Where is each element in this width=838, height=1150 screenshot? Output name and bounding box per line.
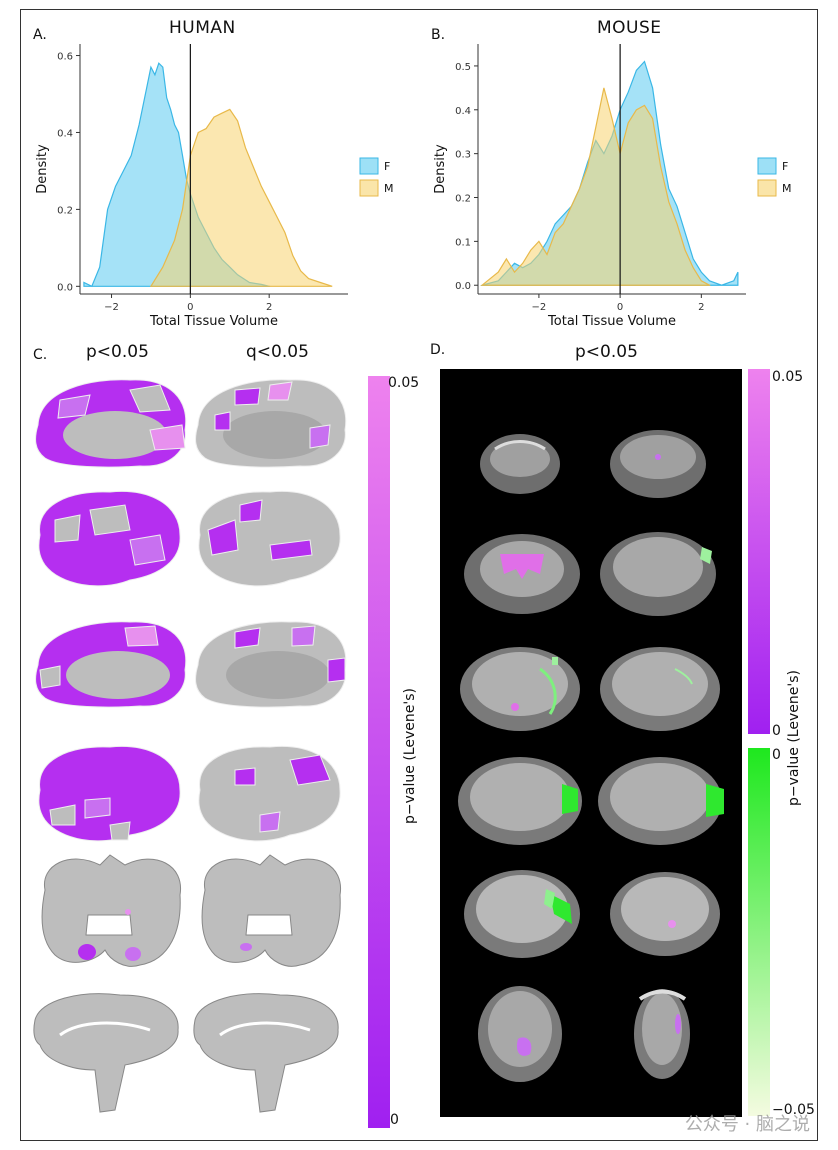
mouse-legend: FM [757, 157, 792, 197]
panel-d-title: p<0.05 [575, 342, 638, 362]
brain-lateral-pval-2 [38, 745, 181, 842]
panel-c-cbar-title: p−value (Levene's) [402, 688, 418, 824]
panel-b-letter: B. [431, 27, 446, 43]
human-ytick-label: 0.0 [57, 282, 73, 293]
brain-lateral-pval-1 [38, 490, 181, 587]
brain-medial-qval-2 [195, 621, 347, 708]
panel-c-cbar-bottom: 0 [390, 1112, 399, 1128]
brain-sagittal-pval [33, 993, 179, 1113]
brain-coronal-pval [41, 854, 181, 967]
human-xtick-label: −2 [104, 302, 119, 313]
mouse-slice-11 [478, 986, 562, 1082]
mouse-slice-6 [600, 647, 720, 731]
mouse-slice-1 [480, 434, 560, 494]
brain-medial-pval-1 [35, 379, 187, 468]
panel-d-colorbar-neg [748, 748, 770, 1116]
human-ytick-label: 0.4 [57, 128, 73, 139]
panel-d-cbar-mid2: 0 [772, 747, 781, 763]
human-legend-key-F [359, 157, 379, 175]
figure-frame [20, 9, 818, 1141]
watermark-text: 公众号 · 脑之说 [684, 1114, 810, 1135]
panel-b-title: MOUSE [597, 18, 662, 38]
mouse-series-M [480, 87, 711, 286]
human-ytick-label: 0.2 [57, 205, 73, 216]
mouse-slice-12 [634, 989, 690, 1079]
mouse-density-chart: 0.0 0.1 0.2 0.3 0.4 0.5 −2 0 2 Total Tissue Volum… [433, 44, 792, 329]
mouse-ytick-label: 0.1 [455, 237, 471, 248]
mouse-ytick-label: 0.4 [455, 106, 471, 117]
mouse-brain-maps [440, 369, 742, 1117]
panel-d-cbar-title: p−value (Levene's) [786, 670, 802, 806]
mouse-slice-4 [600, 532, 716, 616]
human-xlabel: Total Tissue Volume [149, 314, 278, 329]
panel-d-cbar-bottom: −0.05 [772, 1102, 815, 1118]
mouse-legend-label-M: M [782, 182, 792, 195]
brain-medial-qval-1 [195, 379, 347, 468]
brain-coronal-qval [201, 854, 341, 967]
human-legend-key-M [359, 179, 379, 197]
panel-d-cbar-mid: 0 [772, 723, 781, 739]
brain-sagittal-qval [193, 993, 339, 1113]
human-ylabel: Density [35, 144, 50, 194]
mouse-ylabel: Density [433, 144, 448, 194]
human-brain-maps [33, 379, 347, 1113]
human-legend-label-M: M [384, 182, 394, 195]
mouse-legend-key-F [757, 157, 777, 175]
panel-c-letter: C. [33, 347, 48, 363]
human-xtick-label: 0 [187, 302, 193, 313]
mouse-slice-8 [598, 757, 724, 845]
brain-lateral-qval-2 [198, 745, 341, 842]
brain-lateral-qval-1 [198, 490, 341, 587]
human-legend: FM [359, 157, 394, 197]
mouse-legend-key-M [757, 179, 777, 197]
panel-a-letter: A. [33, 27, 47, 43]
panel-d-colorbar-pos [748, 369, 770, 734]
mouse-ytick-label: 0.3 [455, 150, 471, 161]
mouse-xlabel: Total Tissue Volume [547, 314, 676, 329]
mouse-legend-label-F: F [782, 160, 788, 173]
panel-c-cbar-top: 0.05 [388, 375, 420, 391]
mouse-ytick-label: 0.5 [455, 62, 471, 73]
mouse-xtick-label: 2 [698, 302, 704, 313]
human-xtick-label: 2 [266, 302, 272, 313]
mouse-slice-5 [460, 647, 580, 731]
mouse-slice-9 [464, 870, 580, 958]
human-axes [79, 44, 348, 295]
panel-d-letter: D. [430, 342, 446, 358]
mouse-slice-3 [464, 534, 580, 614]
mouse-slice-7 [458, 757, 582, 845]
mouse-slice-10 [610, 872, 720, 956]
panel-c-colorbar [368, 376, 390, 1128]
panel-d-cbar-top: 0.05 [772, 369, 804, 385]
panel-c-col1-title: p<0.05 [86, 342, 149, 362]
human-series-M [149, 108, 333, 287]
mouse-ytick-label: 0.2 [455, 194, 471, 205]
panel-a-title: HUMAN [169, 18, 236, 38]
mouse-ytick-label: 0.0 [455, 281, 471, 292]
mouse-xtick-label: −2 [532, 302, 547, 313]
human-ytick-label: 0.6 [57, 52, 73, 63]
human-legend-label-F: F [384, 160, 390, 173]
mouse-slice-2 [610, 430, 706, 498]
mouse-xtick-label: 0 [617, 302, 623, 313]
brain-medial-pval-2 [35, 621, 187, 708]
panel-c-col2-title: q<0.05 [246, 342, 309, 362]
